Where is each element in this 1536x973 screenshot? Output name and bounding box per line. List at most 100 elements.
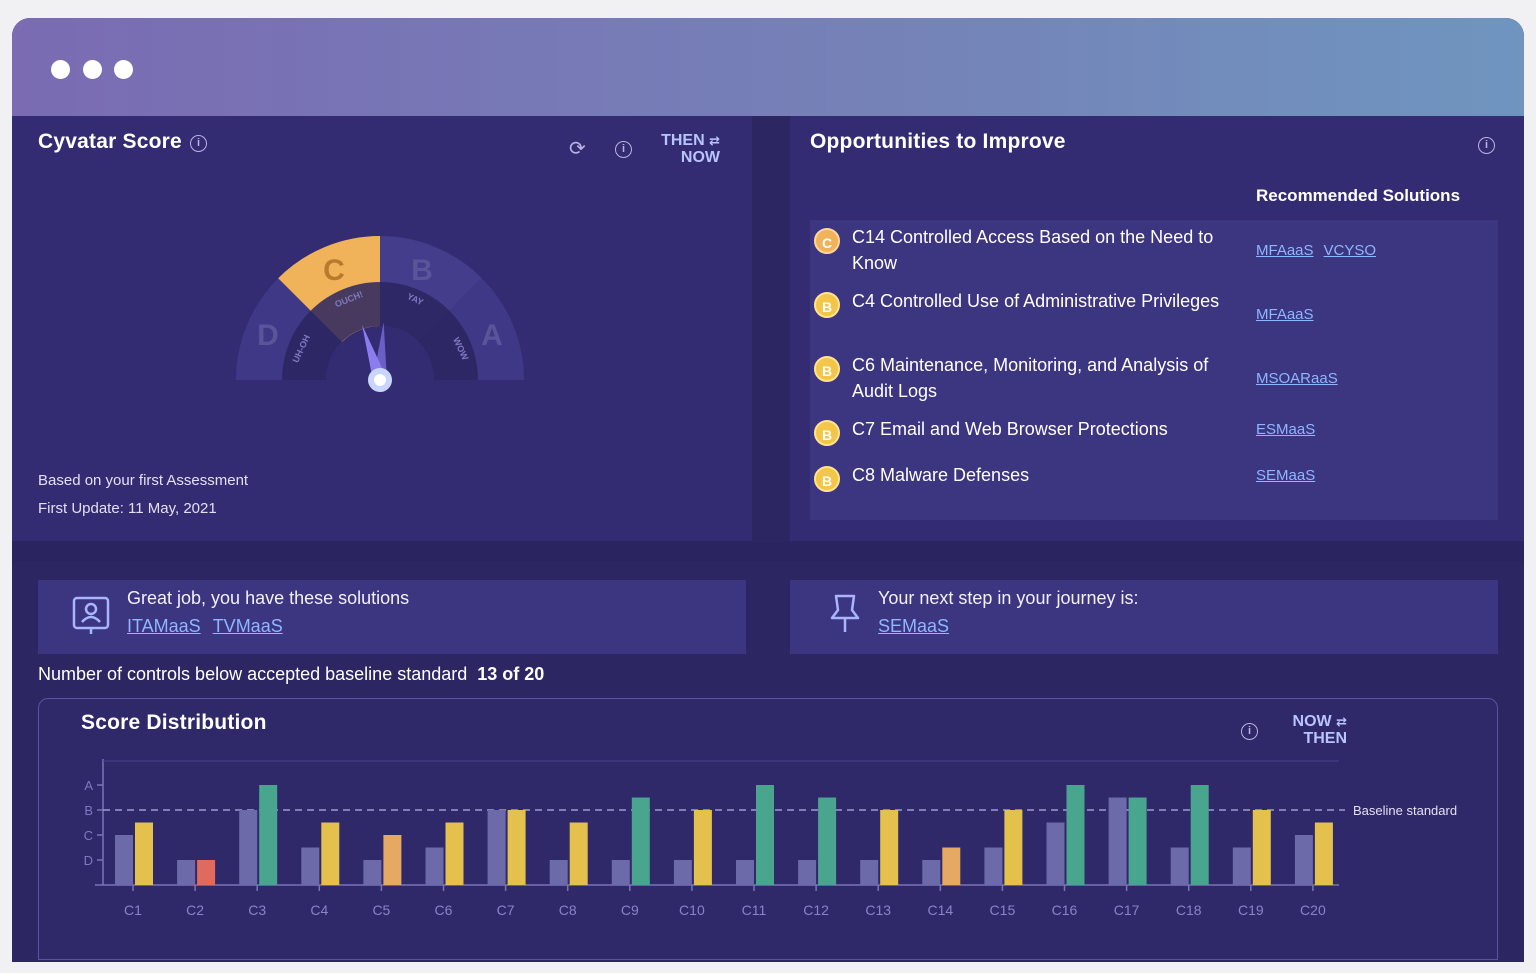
gauge-grade-d: D — [257, 319, 279, 352]
bar-now-C6[interactable] — [445, 822, 464, 886]
bar-now-C10[interactable] — [693, 810, 712, 885]
toggle-then-label: THEN — [661, 132, 705, 149]
controls-summary-value: 13 of 20 — [477, 664, 545, 684]
bar-now-C1[interactable] — [135, 822, 153, 886]
solution-link-itamaas[interactable]: ITAMaaS — [127, 616, 201, 636]
next-step-link-semaas[interactable]: SEMaaS — [878, 616, 950, 636]
bar-now-C4[interactable] — [321, 822, 340, 886]
x-tick-label: C17 — [1114, 902, 1140, 918]
controls-summary: Number of controls below accepted baseli… — [38, 664, 544, 685]
bar-then-C20[interactable] — [1294, 835, 1313, 885]
solutions-banner: Great job, you have these solutions ITAM… — [38, 580, 746, 654]
refresh-icon[interactable]: ⟳ — [569, 138, 586, 160]
bar-now-C2[interactable] — [197, 860, 216, 885]
now-then-toggle[interactable]: NOW ⇄ THEN — [1271, 713, 1347, 747]
bar-now-C12[interactable] — [818, 797, 837, 886]
bar-now-C13[interactable] — [880, 810, 899, 885]
bar-now-C7[interactable] — [507, 810, 526, 885]
bar-now-C5[interactable] — [383, 835, 402, 885]
info-icon[interactable]: i — [1478, 137, 1495, 154]
bar-then-C1[interactable] — [115, 835, 133, 885]
opportunity-text: C6 Maintenance, Monitoring, and Analysis… — [852, 355, 1209, 401]
bar-now-C14[interactable] — [942, 847, 961, 886]
bar-then-C10[interactable] — [673, 860, 692, 885]
bar-now-C15[interactable] — [1004, 810, 1023, 885]
y-tick-label: A — [84, 778, 93, 793]
x-tick-label: C2 — [186, 902, 204, 918]
y-tick-label: B — [84, 803, 93, 818]
bar-then-C17[interactable] — [1108, 797, 1127, 886]
cyvatar-score-title: Cyvatar Score — [38, 130, 182, 154]
info-icon[interactable]: i — [615, 141, 632, 158]
window-dot[interactable] — [83, 60, 102, 79]
grade-badge: B — [814, 466, 840, 492]
opportunity-text: C8 Malware Defenses — [852, 465, 1030, 485]
bar-then-C16[interactable] — [1046, 822, 1065, 886]
gauge-inner-ring — [282, 282, 478, 380]
info-icon[interactable]: i — [1241, 723, 1258, 740]
bar-then-C11[interactable] — [736, 860, 754, 885]
x-tick-label: C5 — [372, 902, 390, 918]
bar-now-C3[interactable] — [259, 785, 278, 885]
bar-now-C8[interactable] — [569, 822, 588, 886]
title-bar — [12, 18, 1524, 116]
bar-now-C17[interactable] — [1128, 797, 1147, 886]
then-now-toggle[interactable]: THEN ⇄ NOW — [648, 132, 720, 166]
bar-then-C5[interactable] — [363, 860, 382, 885]
solutions-banner-text: Great job, you have these solutions — [127, 588, 410, 608]
solution-link[interactable]: MFAaaS — [1256, 242, 1314, 259]
bar-now-C9[interactable] — [631, 797, 650, 886]
bar-then-C2[interactable] — [177, 860, 196, 885]
first-update: First Update: 11 May, 2021 — [38, 500, 217, 517]
recommended-solutions-header: Recommended Solutions — [1256, 186, 1461, 205]
bar-then-C13[interactable] — [860, 860, 879, 885]
recommended-links: MSOARaaS — [1256, 370, 1348, 387]
bar-now-C19[interactable] — [1252, 810, 1271, 885]
info-icon[interactable]: i — [190, 135, 207, 152]
solutions-banner-links: ITAMaaS TVMaaS — [127, 616, 295, 637]
bar-now-C16[interactable] — [1066, 785, 1085, 885]
x-tick-label: C13 — [865, 902, 891, 918]
pin-icon — [830, 594, 860, 632]
gauge-needle-then — [362, 324, 387, 383]
bar-then-C3[interactable] — [239, 810, 258, 885]
x-tick-label: C10 — [679, 902, 705, 918]
bar-now-C18[interactable] — [1190, 785, 1209, 885]
grade-badge: B — [814, 420, 840, 446]
swap-icon: ⇄ — [709, 133, 720, 148]
solution-link[interactable]: ESMaaS — [1256, 421, 1316, 438]
cyvatar-score-title-text: Cyvatar Score — [38, 130, 182, 153]
bar-then-C12[interactable] — [798, 860, 817, 885]
gauge-grade-c: C — [323, 254, 345, 287]
bar-then-C4[interactable] — [301, 847, 320, 886]
bar-now-C11[interactable] — [756, 785, 774, 885]
toggle-then-label: THEN — [1303, 730, 1347, 747]
bar-then-C18[interactable] — [1170, 847, 1189, 886]
bar-then-C19[interactable] — [1232, 847, 1251, 886]
next-step-banner: Your next step in your journey is: SEMaa… — [790, 580, 1498, 654]
x-tick-label: C4 — [310, 902, 328, 918]
score-gauge: D C B A UH-OH OUCH! YAY WOW — [236, 236, 524, 392]
bar-now-C20[interactable] — [1314, 822, 1333, 886]
bar-then-C7[interactable] — [487, 810, 506, 885]
x-tick-label: C9 — [621, 902, 639, 918]
solution-link-tvmaas[interactable]: TVMaaS — [212, 616, 283, 636]
x-tick-label: C15 — [990, 902, 1016, 918]
opportunities-title: Opportunities to Improve — [810, 130, 1066, 153]
bar-then-C6[interactable] — [425, 847, 444, 886]
recommended-links: MFAaaS — [1256, 306, 1324, 323]
solution-link[interactable]: VCYSO — [1323, 242, 1377, 259]
solution-link[interactable]: SEMaaS — [1256, 467, 1316, 484]
solution-link[interactable]: MSOARaaS — [1256, 370, 1338, 387]
assessment-note: Based on your first Assessment — [38, 472, 249, 489]
x-tick-label: C20 — [1300, 902, 1326, 918]
bar-then-C14[interactable] — [922, 860, 941, 885]
window-dot[interactable] — [51, 60, 70, 79]
bar-then-C9[interactable] — [611, 860, 630, 885]
solution-link[interactable]: MFAaaS — [1256, 306, 1314, 323]
window-dot[interactable] — [114, 60, 133, 79]
bar-then-C15[interactable] — [984, 847, 1003, 886]
opportunities-list: C C14 Controlled Access Based on the Need… — [810, 220, 1498, 520]
bar-then-C8[interactable] — [549, 860, 568, 885]
gauge-grade-b: B — [411, 254, 433, 287]
